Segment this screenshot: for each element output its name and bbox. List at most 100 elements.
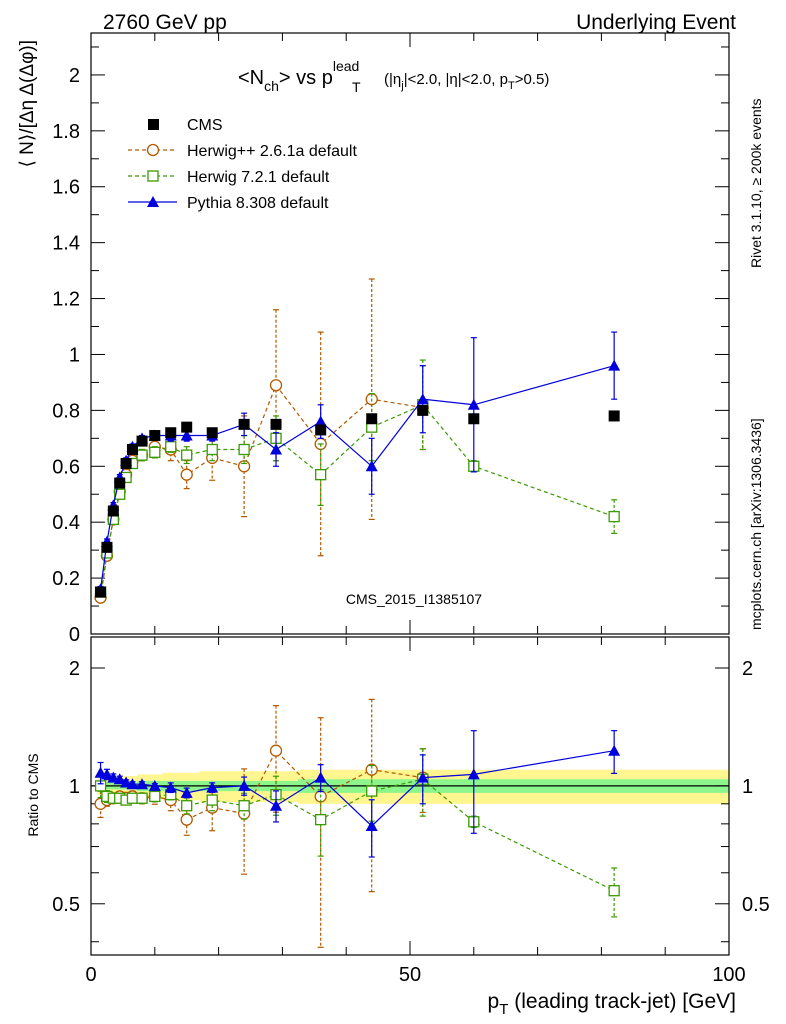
herwig7-point	[206, 443, 218, 456]
rivet-label: Rivet 3.1.10, ≥ 200k events	[748, 98, 764, 268]
cms-data-point	[270, 418, 282, 430]
cms-data-point	[165, 427, 177, 439]
pythia-point	[180, 429, 193, 441]
plot-title: <Nch> vs plead T (|ηj|<2.0, |η|<2.0, pT>0.…	[238, 58, 549, 95]
x-axis-label-p: p	[488, 990, 500, 1013]
cms-data-point	[120, 457, 132, 469]
herwig7-point	[315, 814, 327, 826]
x-axis-label-sub: T	[499, 1001, 508, 1018]
x-tick-label: 0	[85, 964, 96, 986]
pythia-point	[365, 819, 378, 831]
pythia-point	[180, 786, 193, 798]
top-y-tick-label: 2	[69, 65, 80, 87]
pythia-point	[113, 773, 126, 785]
title-sub: ch	[264, 78, 279, 94]
header-left: 2760 GeV pp	[103, 11, 227, 34]
ratio-panel: 0 50 100 0.5 0.5 1 1 2 2	[52, 636, 770, 986]
pythia-point	[365, 460, 378, 472]
herwig7-top-line	[99, 404, 615, 593]
title-sub: j	[400, 80, 403, 92]
cms-data-point	[608, 410, 620, 422]
ratio-y-axis-label: Ratio to CMS	[25, 753, 41, 836]
herwig7-point	[206, 794, 218, 806]
header-right: Underlying Event	[576, 11, 736, 34]
top-y-tick-label: 1.8	[52, 121, 80, 143]
top-y-tick-label: 1.2	[52, 289, 80, 311]
legend-entry-cms: CMS	[148, 117, 223, 134]
title-part: > vs p	[279, 67, 333, 89]
analysis-watermark: CMS_2015_I1385107	[346, 591, 482, 607]
herwig7-point	[315, 469, 327, 481]
cms-data-point	[107, 505, 119, 517]
cms-data-point	[238, 418, 250, 430]
cms-data-point	[315, 424, 327, 436]
herwigpp-point	[365, 763, 378, 776]
top-y-tick-label: 1	[69, 344, 80, 366]
herwig7-point	[238, 443, 250, 456]
herwig7-point	[114, 488, 126, 500]
pythia-point	[148, 779, 161, 791]
pythia-point	[136, 778, 149, 790]
ratio-y-tick-label-right: 0.5	[742, 894, 770, 916]
herwig7-point	[181, 800, 193, 812]
cms-data-point	[206, 427, 218, 439]
x-axis-label-rest: (leading track-jet) [GeV]	[508, 990, 736, 1013]
herwig7-point	[136, 449, 148, 461]
herwig7-point	[608, 885, 620, 897]
legend-entry-herwig7: Herwig 7.2.1 default	[128, 169, 330, 186]
pythia-point	[416, 393, 429, 405]
cms-data-point	[114, 477, 126, 489]
legend-entry-herwigpp: Herwig++ 2.6.1a default	[128, 143, 357, 160]
ratio-y-tick-label: 2	[69, 658, 80, 680]
pythia-point	[270, 443, 283, 455]
pythia-point	[608, 359, 621, 371]
top-y-tick-label: 0.2	[52, 568, 80, 590]
herwig7-point	[366, 785, 378, 797]
herwigpp-point	[180, 468, 193, 481]
cms-data-point	[126, 444, 138, 456]
cms-data-point	[366, 413, 378, 425]
x-axis-label: pT (leading track-jet) [GeV]	[488, 990, 736, 1018]
pythia-point	[270, 799, 283, 811]
legend-label-herwig7: Herwig 7.2.1 default	[187, 169, 330, 186]
pythia-point	[100, 768, 113, 780]
pythia-point	[608, 744, 621, 756]
top-y-tick-label: 0.6	[52, 456, 80, 478]
title-cuts: (|η	[384, 71, 401, 88]
pythia-point	[164, 781, 177, 793]
herwig7-point	[149, 446, 161, 458]
title-cuts: >0.5)	[515, 71, 550, 88]
legend: CMS Herwig++ 2.6.1a default Herwig 7.2.1…	[128, 117, 357, 212]
pythia-point	[206, 781, 219, 793]
pythia-point	[467, 398, 480, 410]
pythia-point	[314, 415, 327, 427]
legend-entry-pythia: Pythia 8.308 default	[128, 195, 329, 212]
cms-data-point	[101, 541, 113, 553]
cms-data-point	[95, 586, 107, 598]
title-sub: T	[352, 79, 361, 95]
cms-data-point	[417, 404, 429, 416]
herwig7-point	[136, 792, 148, 804]
top-y-tick-label: 0	[69, 624, 80, 646]
legend-marker-herwig7	[147, 170, 159, 182]
ratio-y-tick-label-right: 2	[742, 658, 753, 680]
top-y-tick-label: 0.4	[52, 512, 80, 534]
herwig7-point	[608, 510, 620, 523]
x-tick-label: 100	[712, 964, 745, 986]
title-part: <N	[238, 67, 264, 89]
herwigpp-point	[269, 379, 283, 392]
x-tick-label: 50	[399, 964, 421, 986]
pythia-point	[314, 771, 327, 783]
pythia-point	[238, 779, 251, 791]
cms-data-point	[136, 435, 148, 447]
herwig7-point	[238, 800, 250, 812]
top-y-tick-label: 1.6	[52, 177, 80, 199]
herwig7-point	[165, 441, 177, 453]
pythia-top-line	[99, 365, 615, 590]
herwig7-point	[126, 792, 139, 804]
legend-marker-cms	[148, 119, 159, 130]
legend-label-herwigpp: Herwig++ 2.6.1a default	[187, 143, 357, 160]
herwig7-point	[149, 790, 161, 803]
top-panel: 0 0.2 0.4 0.6 0.8 1 1.2 1.4 1.6 1.8 2	[52, 32, 730, 646]
ratio-y-tick-label-right: 1	[742, 776, 753, 798]
